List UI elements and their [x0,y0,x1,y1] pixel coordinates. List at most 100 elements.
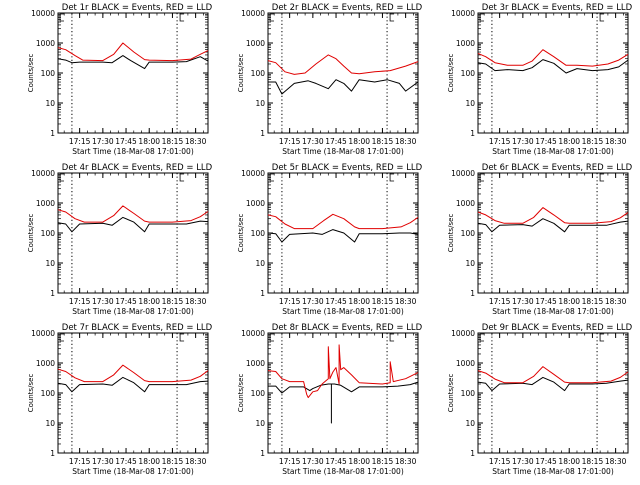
interval-marker-icon [179,333,185,342]
events-series-line [57,376,209,393]
x-tick-label: 17:30 [92,137,114,146]
panel-title: Det 8r BLACK = Events, RED = LLD [272,323,423,333]
interval-marker-icon [389,173,395,182]
x-axis-label: Start Time (18-Mar-08 17:01:00) [72,147,194,156]
events-series-line [57,55,209,70]
x-tick-label: 17:30 [302,457,324,466]
lld-series-line [267,344,419,399]
y-tick-label: 10000 [241,9,265,18]
x-tick-label: 17:45 [535,457,557,466]
events-series-line [267,229,419,243]
y-tick-label: 1 [50,129,55,138]
panel-title: Det 7r BLACK = Events, RED = LLD [62,323,213,333]
x-tick-label: 17:45 [325,457,347,466]
y-tick-label: 1 [260,289,265,298]
x-tick-label: 17:30 [302,137,324,146]
plot-frame [267,332,419,454]
y-tick-label: 1000 [246,39,265,48]
lld-series-line [57,42,209,62]
y-tick-label: 1 [260,129,265,138]
x-tick-label: 18:30 [185,457,207,466]
y-tick-label: 1000 [246,199,265,208]
y-axis-label: Counts/sec [447,214,455,253]
panel-title: Det 2r BLACK = Events, RED = LLD [272,3,423,13]
x-tick-label: 17:30 [92,297,114,306]
x-tick-label: 18:30 [185,297,207,306]
x-tick-label: 18:00 [348,297,370,306]
y-tick-label: 100 [461,389,476,398]
events-series-line [57,216,209,233]
y-axis-label: Counts/sec [237,214,245,253]
y-tick-label: 10 [45,419,55,428]
x-axis-label: Start Time (18-Mar-08 17:01:00) [492,307,614,316]
interval-marker-icon [269,13,274,22]
x-tick-label: 17:15 [489,137,511,146]
x-tick-label: 18:00 [348,137,370,146]
x-tick-label: 17:15 [279,297,301,306]
x-tick-label: 17:15 [69,137,91,146]
x-tick-label: 18:30 [605,457,627,466]
y-tick-label: 100 [251,389,266,398]
detector-panel: Det 9r BLACK = Events, RED = LLD 1 10 100 10… [447,323,633,476]
detector-panel: Det 3r BLACK = Events, RED = LLD 1 10 100 10… [447,3,633,156]
x-tick-label: 18:00 [138,137,160,146]
interval-marker-icon [269,173,274,182]
panel-title: Det 9r BLACK = Events, RED = LLD [482,323,633,333]
interval-marker-icon [179,173,185,182]
interval-marker-icon [479,13,484,22]
y-tick-label: 10 [255,259,265,268]
interval-marker-icon [269,333,274,342]
plot-frame [477,172,629,294]
y-tick-label: 10 [255,419,265,428]
y-tick-label: 100 [251,229,266,238]
y-tick-label: 1 [50,449,55,458]
y-tick-label: 100 [41,69,56,78]
interval-marker-icon [59,333,64,342]
x-tick-label: 17:15 [489,297,511,306]
plot-frame [477,12,629,134]
x-tick-label: 17:15 [69,297,91,306]
events-series-line [477,59,629,74]
x-tick-label: 18:00 [558,457,580,466]
y-tick-label: 1000 [456,359,475,368]
panel-title: Det 3r BLACK = Events, RED = LLD [482,3,633,13]
x-tick-label: 17:15 [69,457,91,466]
x-tick-label: 18:30 [395,297,417,306]
x-tick-label: 17:45 [325,297,347,306]
x-tick-label: 17:45 [535,297,557,306]
x-tick-label: 18:15 [582,457,604,466]
x-axis-label: Start Time (18-Mar-08 17:01:00) [282,467,404,476]
y-tick-label: 1000 [36,199,55,208]
x-tick-label: 18:30 [395,137,417,146]
y-tick-label: 1 [470,449,475,458]
detector-panel: Det 1r BLACK = Events, RED = LLD 1 10 100 10… [27,3,213,156]
x-axis-label: Start Time (18-Mar-08 17:01:00) [492,467,614,476]
y-tick-label: 1 [260,449,265,458]
detector-panel: Det 8r BLACK = Events, RED = LLD 1 10 100 10… [237,323,423,476]
y-tick-label: 10 [465,99,475,108]
y-tick-label: 1000 [456,199,475,208]
y-tick-label: 10000 [241,329,265,338]
interval-marker-icon [59,13,64,22]
x-tick-label: 17:45 [115,137,137,146]
y-tick-label: 1 [50,289,55,298]
interval-marker-icon [479,173,484,182]
x-tick-label: 18:00 [558,297,580,306]
x-tick-label: 18:15 [162,297,184,306]
x-tick-label: 17:30 [512,137,534,146]
x-tick-label: 18:00 [138,297,160,306]
detector-panel: Det 4r BLACK = Events, RED = LLD 1 10 100 10… [27,163,213,316]
x-axis-label: Start Time (18-Mar-08 17:01:00) [282,147,404,156]
lld-series-line [477,49,629,67]
x-tick-label: 18:00 [348,457,370,466]
x-tick-label: 18:15 [162,457,184,466]
panel-title: Det 5r BLACK = Events, RED = LLD [272,163,423,173]
y-axis-label: Counts/sec [447,54,455,93]
y-axis-label: Counts/sec [447,374,455,413]
lld-series-line [267,213,419,230]
y-tick-label: 10 [255,99,265,108]
events-series-line [268,79,419,95]
x-tick-label: 17:45 [115,297,137,306]
x-tick-label: 18:15 [582,297,604,306]
